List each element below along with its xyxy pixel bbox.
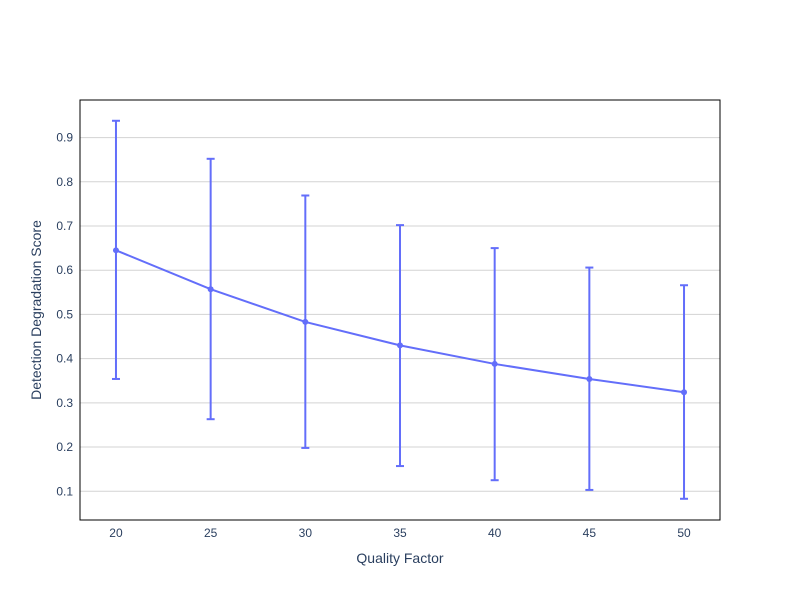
y-tick-label: 0.3 (56, 396, 73, 410)
x-tick-label: 50 (677, 526, 691, 540)
y-axis-title: Detection Degradation Score (28, 220, 44, 400)
x-tick-label: 30 (299, 526, 313, 540)
data-point (112, 247, 119, 254)
data-point (491, 360, 498, 367)
y-tick-label: 0.7 (56, 219, 73, 233)
x-tick-labels: 20 25 30 35 40 45 50 (109, 526, 691, 540)
data-point (586, 375, 593, 382)
y-tick-label: 0.8 (56, 175, 73, 189)
x-tick-label: 35 (393, 526, 407, 540)
y-tick-label: 0.5 (56, 307, 73, 321)
data-point (681, 389, 688, 396)
y-tick-label: 0.6 (56, 263, 73, 277)
y-tick-label: 0.9 (56, 131, 73, 145)
data-point (207, 286, 214, 293)
plot-frame (79, 99, 721, 521)
data-points (112, 247, 688, 396)
x-tick-label: 45 (583, 526, 597, 540)
y-tick-label: 0.1 (56, 484, 73, 498)
y-tick-label: 0.2 (56, 440, 73, 454)
x-tick-label: 40 (488, 526, 502, 540)
y-tick-labels: 0.1 0.2 0.3 0.4 0.5 0.6 0.7 0.8 0.9 (56, 131, 73, 499)
data-point (397, 342, 403, 349)
x-axis-title: Quality Factor (356, 550, 443, 566)
x-tick-label: 25 (204, 526, 218, 540)
x-tick-label: 20 (109, 526, 123, 540)
y-tick-label: 0.4 (56, 352, 73, 366)
data-point (302, 318, 309, 325)
